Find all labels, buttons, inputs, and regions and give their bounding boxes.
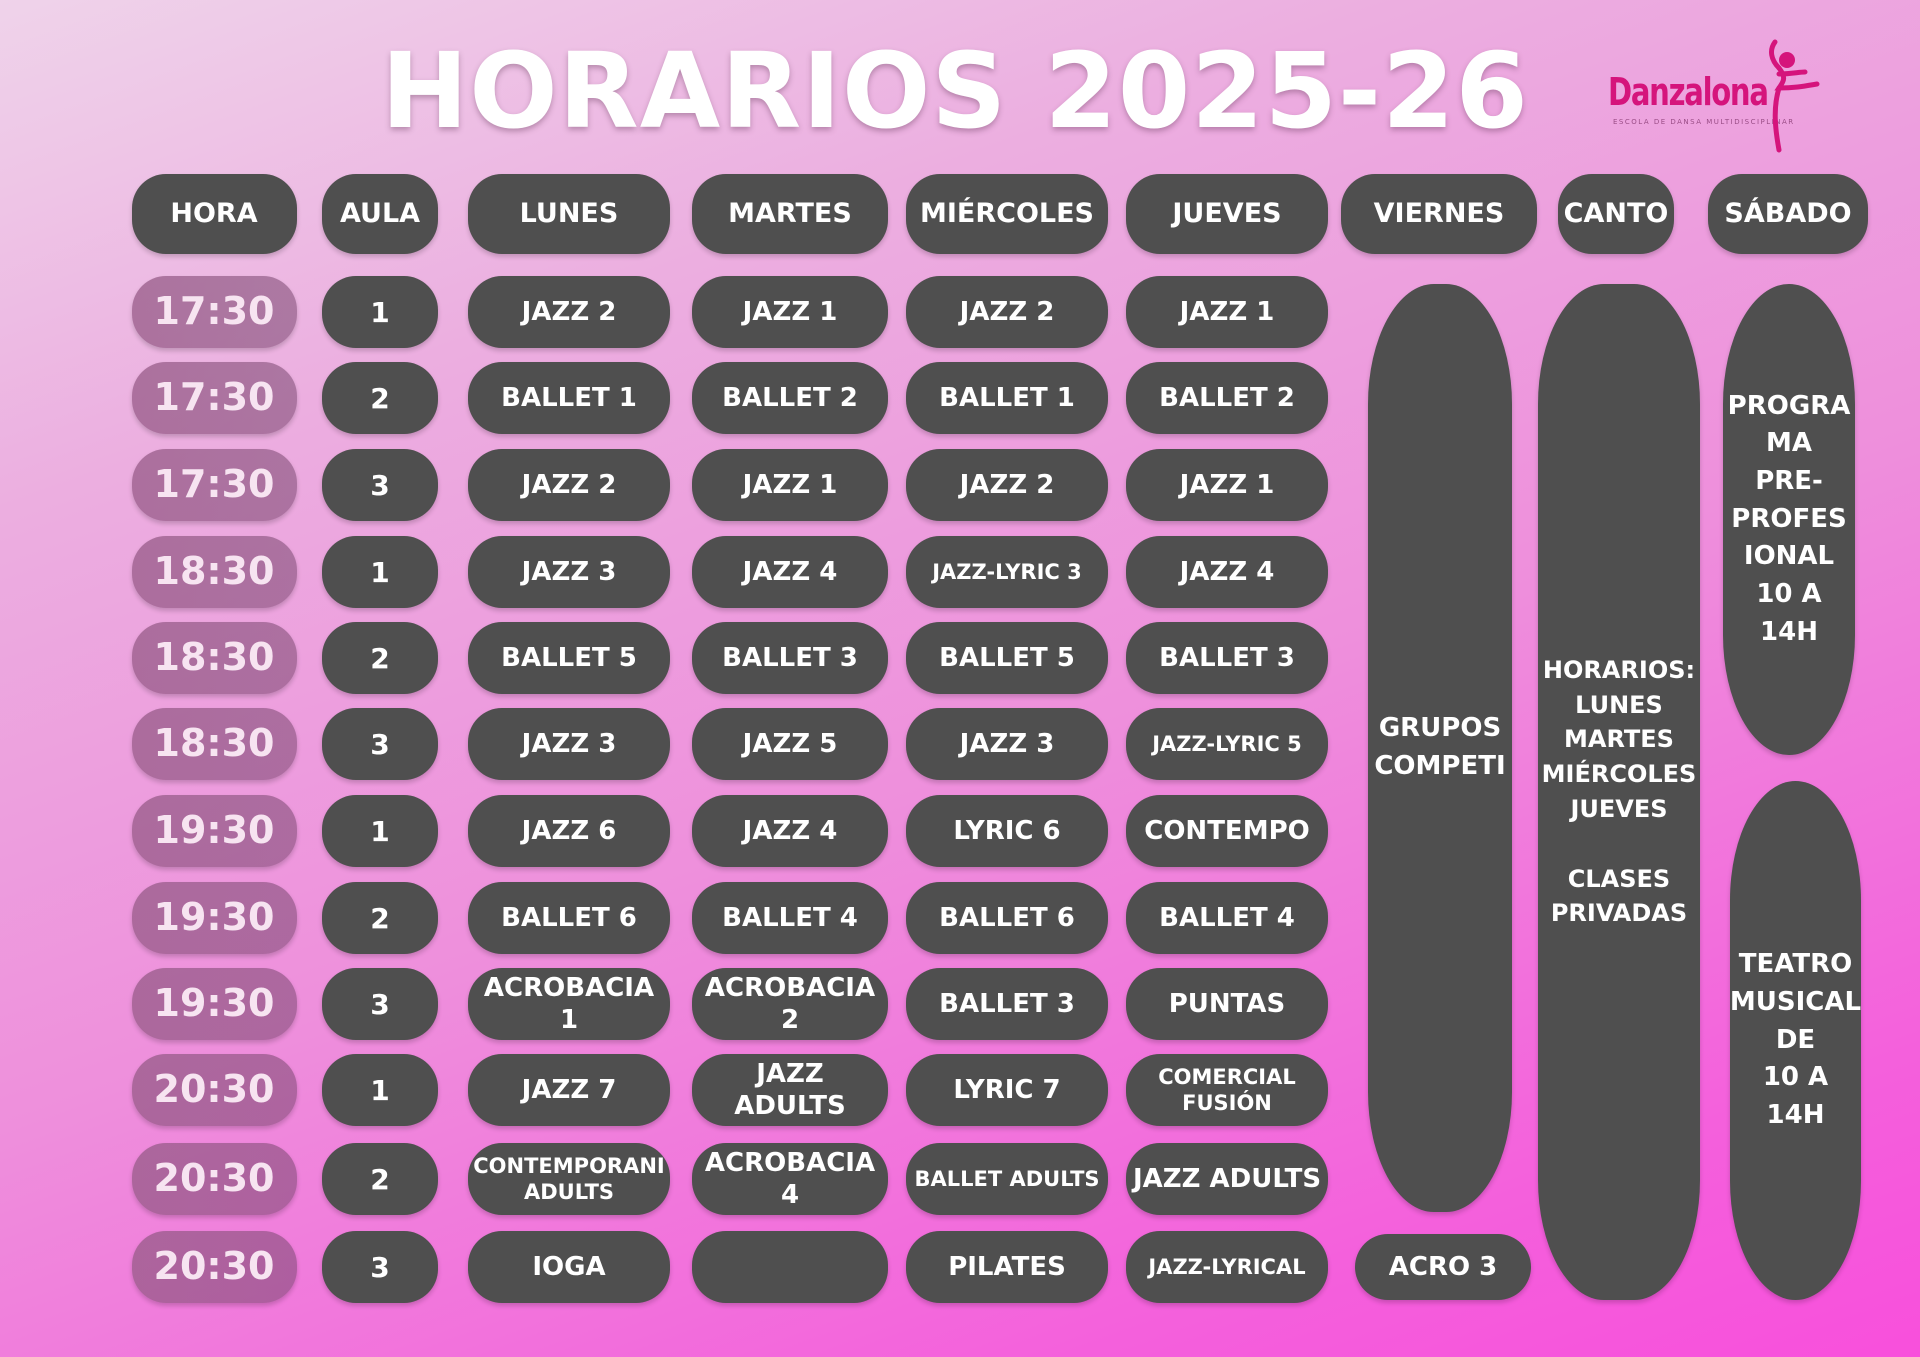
- class-miercoles[interactable]: JAZZ-LYRIC 3: [906, 536, 1108, 608]
- sabado-preprofesional-block[interactable]: PROGRA MA PRE- PROFES IONAL 10 A 14H: [1723, 284, 1855, 755]
- header-viernes: VIERNES: [1341, 174, 1537, 254]
- viernes-competi-block[interactable]: GRUPOS COMPETI: [1368, 284, 1512, 1212]
- class-lunes[interactable]: JAZZ 3: [468, 708, 670, 780]
- class-lunes[interactable]: JAZZ 2: [468, 449, 670, 521]
- canto-block[interactable]: HORARIOS: LUNES MARTES MIÉRCOLES JUEVES …: [1538, 284, 1700, 1300]
- class-lunes[interactable]: BALLET 1: [468, 362, 670, 434]
- class-jueves[interactable]: CONTEMPO: [1126, 795, 1328, 867]
- header-canto: CANTO: [1558, 174, 1674, 254]
- time-cell: 19:30: [131, 795, 297, 867]
- class-martes[interactable]: ACROBACIA 4: [692, 1143, 888, 1215]
- class-lunes[interactable]: JAZZ 7: [468, 1054, 670, 1126]
- room-cell: 2: [322, 882, 438, 954]
- header-hora: HORA: [131, 174, 297, 254]
- class-jueves[interactable]: BALLET 3: [1126, 622, 1328, 694]
- class-jueves[interactable]: JAZZ 4: [1126, 536, 1328, 608]
- room-cell: 3: [322, 1231, 438, 1303]
- time-cell: 17:30: [131, 449, 297, 521]
- time-cell: 18:30: [131, 536, 297, 608]
- room-cell: 1: [322, 795, 438, 867]
- header-lunes: LUNES: [468, 174, 670, 254]
- time-cell: 17:30: [131, 362, 297, 434]
- room-cell: 2: [322, 1143, 438, 1215]
- class-martes[interactable]: BALLET 3: [692, 622, 888, 694]
- class-miercoles[interactable]: JAZZ 3: [906, 708, 1108, 780]
- class-martes[interactable]: JAZZ 4: [692, 795, 888, 867]
- class-jueves[interactable]: JAZZ 1: [1126, 449, 1328, 521]
- class-martes[interactable]: BALLET 2: [692, 362, 888, 434]
- header-miercoles: MIÉRCOLES: [906, 174, 1108, 254]
- sabado-teatro-musical-block[interactable]: TEATRO MUSICAL DE 10 A 14H: [1730, 781, 1861, 1300]
- class-jueves[interactable]: PUNTAS: [1126, 968, 1328, 1040]
- class-lunes[interactable]: JAZZ 2: [468, 276, 670, 348]
- logo-name: Danzalona: [1608, 70, 1769, 114]
- class-lunes[interactable]: IOGA: [468, 1231, 670, 1303]
- room-cell: 3: [322, 968, 438, 1040]
- header-martes: MARTES: [692, 174, 888, 254]
- logo: Danzalona ESCOLA DE DANSA MULTIDISCIPLIN…: [1605, 38, 1865, 158]
- time-cell: 20:30: [131, 1143, 297, 1215]
- class-lunes[interactable]: JAZZ 3: [468, 536, 670, 608]
- class-martes[interactable]: JAZZ 1: [692, 449, 888, 521]
- header-jueves: JUEVES: [1126, 174, 1328, 254]
- room-cell: 1: [322, 536, 438, 608]
- page-title: HORARIOS 2025-26: [381, 30, 1529, 152]
- class-lunes[interactable]: JAZZ 6: [468, 795, 670, 867]
- class-miercoles[interactable]: BALLET 1: [906, 362, 1108, 434]
- class-martes[interactable]: JAZZ 5: [692, 708, 888, 780]
- room-cell: 1: [322, 276, 438, 348]
- class-martes[interactable]: JAZZ ADULTS: [692, 1054, 888, 1126]
- header-aula: AULA: [322, 174, 438, 254]
- class-lunes[interactable]: CONTEMPORANI ADULTS: [468, 1143, 670, 1215]
- class-miercoles[interactable]: JAZZ 2: [906, 449, 1108, 521]
- dancer-icon: [1769, 39, 1820, 153]
- class-martes[interactable]: BALLET 4: [692, 882, 888, 954]
- class-jueves[interactable]: BALLET 4: [1126, 882, 1328, 954]
- room-cell: 2: [322, 622, 438, 694]
- class-martes[interactable]: ACROBACIA 2: [692, 968, 888, 1040]
- room-cell: 2: [322, 362, 438, 434]
- class-miercoles[interactable]: BALLET 6: [906, 882, 1108, 954]
- header-sabado: SÁBADO: [1708, 174, 1868, 254]
- viernes-acro-3[interactable]: ACRO 3: [1355, 1234, 1531, 1300]
- class-jueves[interactable]: JAZZ-LYRIC 5: [1126, 708, 1328, 780]
- room-cell: 3: [322, 449, 438, 521]
- class-miercoles[interactable]: PILATES: [906, 1231, 1108, 1303]
- logo-tagline: ESCOLA DE DANSA MULTIDISCIPLINAR: [1613, 118, 1795, 126]
- class-jueves[interactable]: JAZZ 1: [1126, 276, 1328, 348]
- time-cell: 20:30: [131, 1231, 297, 1303]
- class-martes[interactable]: [692, 1231, 888, 1303]
- class-miercoles[interactable]: JAZZ 2: [906, 276, 1108, 348]
- time-cell: 20:30: [131, 1054, 297, 1126]
- class-lunes[interactable]: BALLET 5: [468, 622, 670, 694]
- time-cell: 18:30: [131, 708, 297, 780]
- class-martes[interactable]: JAZZ 1: [692, 276, 888, 348]
- class-jueves[interactable]: JAZZ ADULTS: [1126, 1143, 1328, 1215]
- time-cell: 19:30: [131, 968, 297, 1040]
- class-jueves[interactable]: COMERCIAL FUSIÓN: [1126, 1054, 1328, 1126]
- class-miercoles[interactable]: BALLET 5: [906, 622, 1108, 694]
- time-cell: 19:30: [131, 882, 297, 954]
- class-miercoles[interactable]: BALLET ADULTS: [906, 1143, 1108, 1215]
- class-lunes[interactable]: ACROBACIA 1: [468, 968, 670, 1040]
- class-jueves[interactable]: JAZZ-LYRICAL: [1126, 1231, 1328, 1303]
- class-lunes[interactable]: BALLET 6: [468, 882, 670, 954]
- class-jueves[interactable]: BALLET 2: [1126, 362, 1328, 434]
- time-cell: 17:30: [131, 276, 297, 348]
- class-martes[interactable]: JAZZ 4: [692, 536, 888, 608]
- class-miercoles[interactable]: BALLET 3: [906, 968, 1108, 1040]
- time-cell: 18:30: [131, 622, 297, 694]
- room-cell: 3: [322, 708, 438, 780]
- class-miercoles[interactable]: LYRIC 6: [906, 795, 1108, 867]
- class-miercoles[interactable]: LYRIC 7: [906, 1054, 1108, 1126]
- room-cell: 1: [322, 1054, 438, 1126]
